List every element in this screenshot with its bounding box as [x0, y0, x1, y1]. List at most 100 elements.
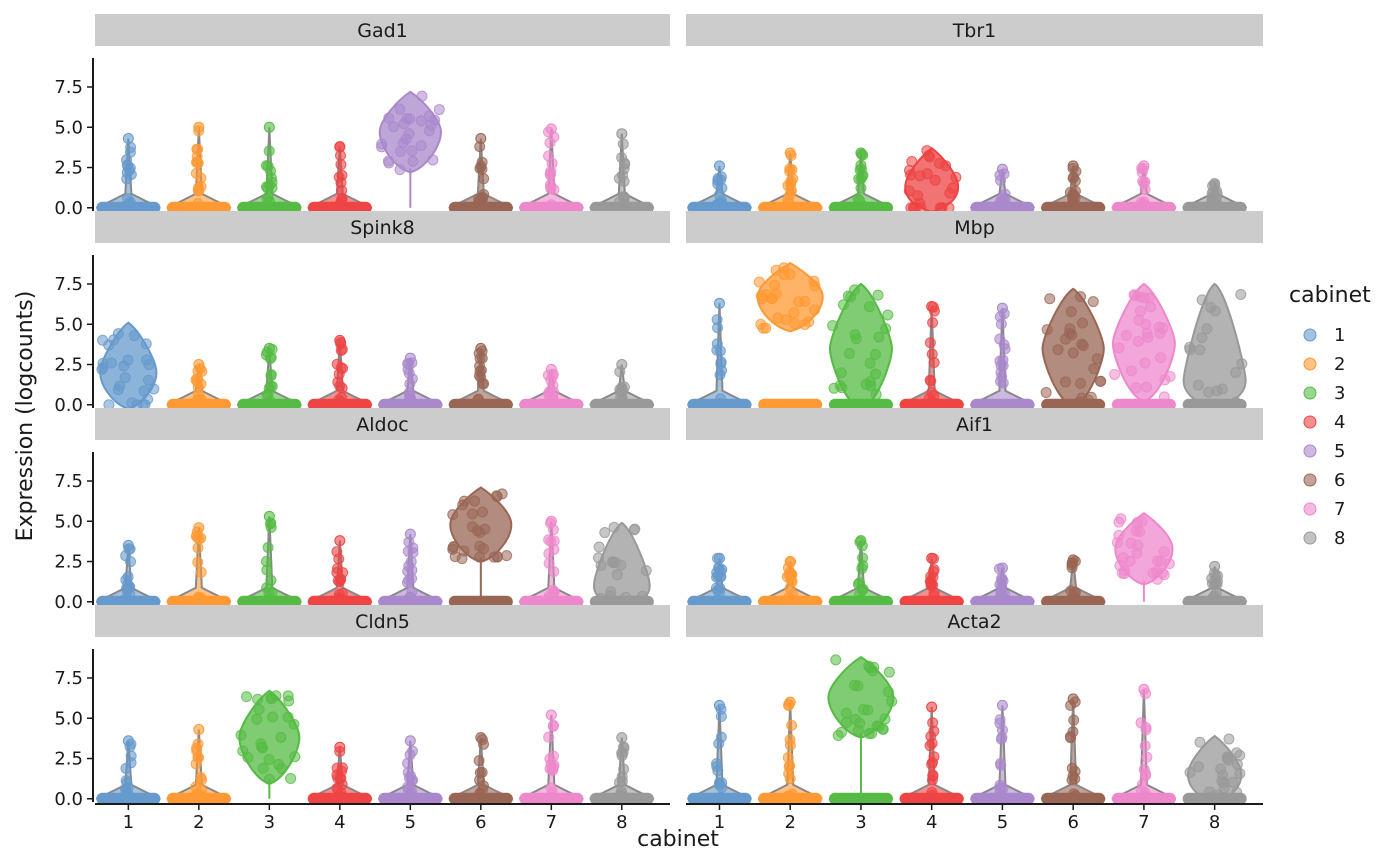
data-point [192, 556, 204, 568]
data-point [1184, 766, 1196, 778]
data-point [193, 533, 205, 545]
violin-spink8-cabinet-6 [448, 342, 514, 411]
data-point [1095, 375, 1107, 387]
data-point [1067, 347, 1079, 359]
y-axis-title: Expression (logcounts) [13, 291, 38, 542]
data-point [840, 707, 852, 719]
data-point [1040, 386, 1052, 398]
data-point [285, 773, 297, 785]
violin-acta2-cabinet-8 [1182, 733, 1247, 805]
zero-bar [1182, 792, 1247, 805]
data-point [1120, 330, 1132, 342]
data-point [1230, 367, 1242, 379]
data-point [753, 276, 765, 288]
data-point [1125, 365, 1137, 377]
data-point [713, 738, 725, 750]
violin-aldoc-cabinet-4 [307, 535, 373, 608]
data-point [97, 361, 109, 373]
data-point [475, 342, 487, 354]
data-point [770, 288, 782, 300]
zero-bar [899, 792, 964, 805]
data-point [140, 354, 152, 366]
panel-spink8: Spink8 0.0 2.5 5.0 7.5 [54, 211, 670, 416]
data-point [545, 709, 557, 721]
data-point [903, 185, 915, 197]
data-point [475, 732, 487, 744]
zero-bar [1041, 201, 1106, 214]
panel-mbp: Mbp [686, 211, 1263, 411]
facet-strip-label: Acta2 [947, 611, 1001, 633]
data-point [712, 765, 724, 777]
data-point [995, 759, 1007, 771]
x-tick-label: 6 [1067, 812, 1078, 833]
zero-bar [828, 398, 893, 411]
x-tick-label: 3 [264, 812, 275, 833]
data-point [122, 539, 134, 551]
violin-tbr1-cabinet-6 [1040, 160, 1106, 214]
data-point [1138, 160, 1150, 172]
violin-gad1-cabinet-2 [166, 121, 232, 214]
data-point [334, 334, 346, 346]
violin-acta2-cabinet-4 [899, 701, 965, 805]
violin-aif1-cabinet-5 [970, 562, 1035, 608]
y-tick-label: 0.0 [54, 789, 83, 810]
data-point [713, 160, 725, 172]
violin-mbp-cabinet-4 [899, 301, 965, 411]
violin-aldoc-cabinet-2 [166, 522, 232, 608]
y-tick-label: 7.5 [54, 471, 83, 492]
data-point [836, 382, 848, 394]
violin-aldoc-cabinet-8 [589, 521, 654, 608]
data-point [996, 699, 1008, 711]
data-point [331, 546, 343, 558]
data-point [616, 732, 628, 744]
data-point [593, 541, 605, 553]
data-point [1052, 344, 1064, 356]
violin-aif1-cabinet-7 [1111, 511, 1175, 602]
data-point [618, 763, 630, 775]
data-point [544, 137, 556, 149]
data-point [478, 173, 490, 185]
data-point [713, 699, 725, 711]
data-point [1064, 327, 1076, 339]
zero-bar [828, 201, 893, 214]
data-point [843, 348, 855, 360]
data-point [864, 357, 876, 369]
zero-bar [307, 792, 372, 805]
violin-cldn5-cabinet-6 [448, 732, 514, 805]
violin-gad1-cabinet-5 [376, 90, 445, 208]
violin-aif1-cabinet-8 [1182, 560, 1248, 608]
data-point [263, 145, 275, 157]
data-point [288, 718, 300, 730]
facet-strip [95, 605, 670, 637]
data-point [415, 140, 427, 152]
violin-mbp-cabinet-6 [1040, 287, 1107, 411]
data-point [629, 523, 641, 535]
y-tick-label: 5.0 [54, 511, 83, 532]
y-tick-label: 0.0 [54, 592, 83, 613]
x-tick-label: 5 [405, 812, 416, 833]
data-point [336, 762, 348, 774]
x-tick-label: 4 [334, 812, 345, 833]
data-point [547, 720, 559, 732]
data-point [996, 562, 1008, 574]
data-point [1065, 306, 1077, 318]
zero-bar [1182, 201, 1247, 214]
zero-bar [970, 595, 1035, 608]
data-point [854, 164, 866, 176]
data-point [926, 701, 938, 713]
data-point [469, 495, 481, 507]
data-point [447, 509, 459, 521]
data-point [872, 289, 884, 301]
data-point [1075, 291, 1087, 303]
data-point [929, 174, 941, 186]
legend-label-2: 2 [1334, 354, 1345, 375]
data-point [778, 262, 790, 274]
data-point [103, 339, 115, 351]
data-point [842, 290, 854, 302]
data-point [849, 679, 861, 691]
violin-acta2-cabinet-2 [757, 696, 823, 805]
zero-bar [96, 595, 161, 608]
data-point [905, 169, 917, 181]
data-point [1196, 332, 1208, 344]
